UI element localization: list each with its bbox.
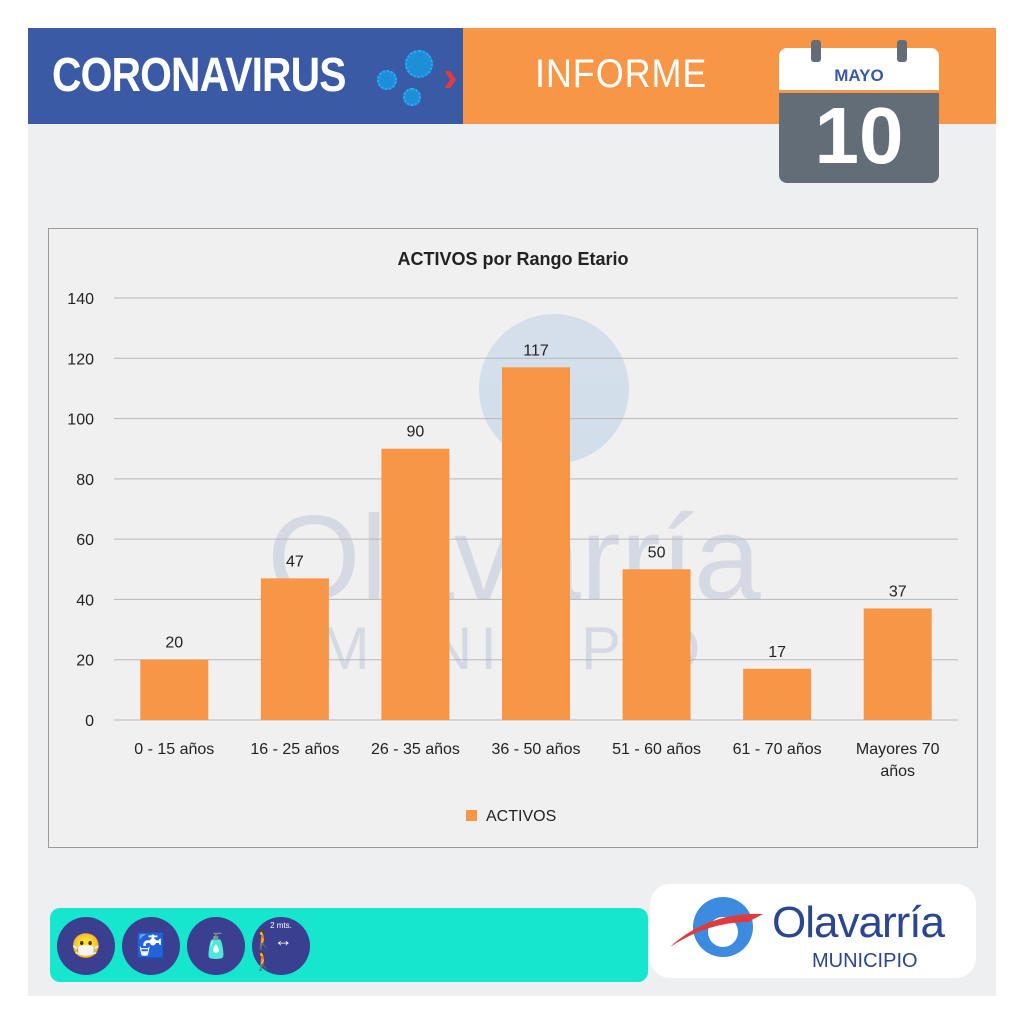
y-tick-label: 40 bbox=[76, 592, 94, 609]
x-tick-label: 0 - 15 años bbox=[134, 741, 214, 758]
x-tick-label: 26 - 35 años bbox=[371, 741, 460, 758]
header-title: CORONAVIRUS bbox=[52, 49, 346, 102]
data-label: 37 bbox=[889, 583, 907, 600]
data-label: 17 bbox=[768, 644, 786, 661]
y-tick-label: 60 bbox=[76, 532, 94, 549]
bar bbox=[622, 569, 691, 720]
bar bbox=[260, 578, 329, 720]
header-subtitle: INFORME bbox=[535, 52, 708, 96]
x-tick-label: 16 - 25 años bbox=[250, 741, 339, 758]
y-tick-label: 0 bbox=[85, 713, 94, 730]
x-tick-label: 61 - 70 años bbox=[733, 741, 822, 758]
virus-icon bbox=[403, 88, 421, 106]
chart-container: Olavarría MUNICIPIO ACTIVOS por Rango Et… bbox=[48, 228, 978, 848]
logo-subtitle: MUNICIPIO bbox=[812, 950, 918, 972]
olavarria-logo-icon bbox=[670, 897, 763, 957]
y-tick-label: 120 bbox=[67, 351, 94, 368]
distance-icon: 2 mts. 🚶↔🚶 bbox=[252, 917, 310, 975]
calendar-month: MAYO bbox=[834, 66, 884, 85]
distance-label: 2 mts. bbox=[270, 920, 292, 930]
bar bbox=[863, 608, 932, 720]
data-label: 117 bbox=[523, 342, 549, 359]
mask-icon: 😷 bbox=[57, 917, 115, 975]
bar bbox=[140, 659, 209, 720]
virus-icon bbox=[405, 50, 433, 78]
logo-name: Olavarría bbox=[772, 898, 945, 947]
data-label: 90 bbox=[407, 424, 425, 441]
calendar-day: 10 bbox=[814, 91, 904, 180]
legend-swatch bbox=[466, 810, 477, 821]
y-tick-label: 20 bbox=[76, 653, 94, 670]
y-tick-label: 100 bbox=[67, 412, 94, 429]
bar bbox=[743, 668, 812, 720]
handwash-icon: 🚰 bbox=[122, 917, 180, 975]
bar-chart: Olavarría MUNICIPIO ACTIVOS por Rango Et… bbox=[67, 249, 958, 825]
data-label: 47 bbox=[286, 553, 304, 570]
virus-icon bbox=[377, 70, 397, 90]
calendar-icon: MAYO 10 bbox=[779, 40, 939, 183]
bar bbox=[502, 367, 570, 720]
y-tick-label: 140 bbox=[67, 291, 94, 308]
bar bbox=[381, 448, 450, 720]
x-tick-label: 36 - 50 años bbox=[492, 741, 581, 758]
data-label: 50 bbox=[648, 544, 666, 561]
legend-label: ACTIVOS bbox=[486, 808, 556, 825]
x-tick-label: Mayores 70 años bbox=[856, 741, 940, 780]
sanitizer-icon: 🧴 bbox=[187, 917, 245, 975]
y-tick-label: 80 bbox=[76, 472, 94, 489]
x-tick-label: 51 - 60 años bbox=[612, 741, 701, 758]
data-label: 20 bbox=[165, 635, 183, 652]
chevron-right-icon: › bbox=[443, 52, 458, 101]
chart-title: ACTIVOS por Rango Etario bbox=[397, 249, 628, 269]
